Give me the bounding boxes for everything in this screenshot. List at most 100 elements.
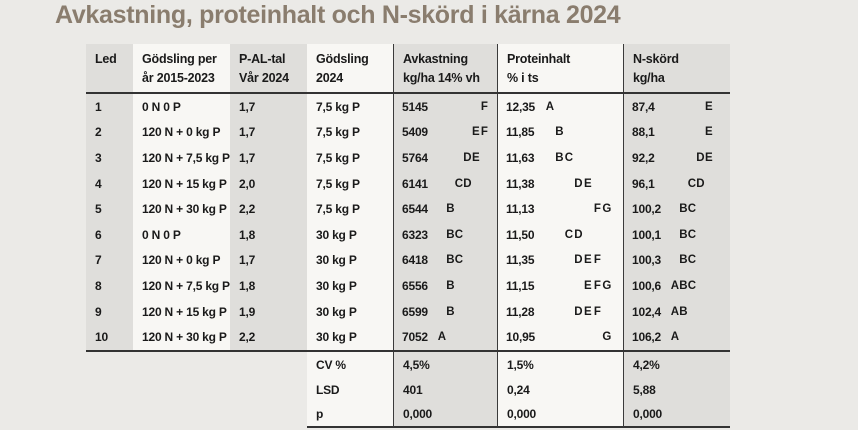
col-header-led: Led <box>86 44 133 92</box>
sig-slot-a <box>671 254 680 266</box>
sig-slot-e: E <box>584 305 592 318</box>
sig-slot-a <box>545 254 555 266</box>
sig-slot-e <box>705 229 714 241</box>
cell-led: 8 <box>86 273 133 299</box>
table-row: 4 120 N + 15 kg P 2,0 7,5 kg P 6141 C D 11,38 D E… <box>86 170 730 197</box>
sig-slot-d: D <box>574 177 583 190</box>
significance-letters: B <box>545 126 612 138</box>
cell-treatment: 0 N 0 P <box>133 94 230 120</box>
sig-slot-b: B <box>679 203 688 216</box>
significance-letters: G <box>545 331 612 343</box>
col-header-pal-tal: P-AL-tal Vår 2024 <box>230 44 307 92</box>
sig-slot-a <box>438 152 447 164</box>
table-row: 5 120 N + 30 kg P 2,2 7,5 kg P 6544 B 11,13 F G 1… <box>86 196 730 222</box>
sig-slot-d <box>463 203 472 215</box>
cell-treatment: 120 N + 30 kg P <box>133 196 230 222</box>
sig-slot-a: A <box>670 331 679 344</box>
cell-proteinhalt: 11,28 D E F <box>497 298 623 325</box>
sig-slot-c <box>455 126 464 138</box>
sig-slot-f: F <box>480 126 488 139</box>
table-row: 10 120 N + 30 kg P 2,2 30 kg P 7052 A 10,95 G 10… <box>86 324 730 350</box>
sig-slot-d <box>574 101 584 113</box>
sig-slot-d <box>463 229 472 241</box>
table-header-row: Led Gödsling per år 2015-2023 P-AL-tal V… <box>86 44 730 94</box>
sig-slot-c <box>688 331 697 343</box>
table-footer: CV % 4,5% 1,5% 4,2% LSD 401 0,24 5,88 p 0,000 0,00… <box>86 351 730 428</box>
cell-nskord-stat: 0,000 <box>623 402 730 428</box>
cell-stat-label: CV % <box>307 351 393 378</box>
sig-slot-a <box>545 203 555 215</box>
sig-slot-f <box>593 178 603 190</box>
sig-slot-e <box>705 203 714 215</box>
sig-slot-c <box>455 101 464 113</box>
cell-avkastning-stat: 401 <box>393 377 497 403</box>
sig-slot-g <box>722 203 731 215</box>
cell-led: 9 <box>86 298 133 325</box>
col-header-proteinhalt-line1: Proteinhalt <box>507 52 571 66</box>
sig-slot-b: B <box>446 228 455 241</box>
stat-value: 5764 <box>402 150 428 165</box>
sig-slot-e <box>472 178 481 190</box>
cell-dose-2024: 30 kg P <box>307 273 393 299</box>
cell-avkastning: 6544 B <box>393 196 497 222</box>
sig-slot-f <box>713 126 722 138</box>
col-header-godsling-2024-line1: Gödsling <box>316 52 369 66</box>
cell-avkastning-stat: 0,000 <box>393 402 497 428</box>
sig-slot-c <box>564 178 574 190</box>
col-header-godsling-per-ar-line2: år 2015-2023 <box>142 71 215 85</box>
sig-slot-d <box>696 331 705 343</box>
cell-led: 4 <box>86 170 133 197</box>
sig-slot-a <box>545 178 555 190</box>
sig-slot-e <box>472 254 481 266</box>
col-header-proteinhalt: Proteinhalt % i ts <box>497 44 623 92</box>
sig-slot-b: B <box>446 254 455 267</box>
cell-dose-2024: 30 kg P <box>307 247 393 274</box>
sig-slot-c <box>564 126 574 138</box>
cell-nskord-stat: 4,2% <box>623 351 730 378</box>
col-header-godsling-per-ar-line1: Gödsling per <box>142 52 217 66</box>
cell-pal-value: 2,0 <box>230 170 307 197</box>
col-header-nskord: N-skörd kg/ha <box>623 44 730 92</box>
stat-value: 5145 <box>402 99 428 114</box>
cell-proteinhalt: 11,15 E F G <box>497 273 623 299</box>
sig-slot-e: E <box>584 254 592 267</box>
cell-pal-value: 2,2 <box>230 324 307 350</box>
sig-slot-g <box>722 126 731 138</box>
cell-proteinhalt: 11,85 B <box>497 119 623 146</box>
sig-slot-a <box>671 203 680 215</box>
sig-slot-c: C <box>454 254 463 267</box>
sig-slot-f <box>480 229 489 241</box>
sig-slot-f: F <box>593 203 601 216</box>
sig-slot-c <box>564 254 574 266</box>
sig-slot-e <box>583 229 593 241</box>
sig-slot-e <box>705 306 714 318</box>
sig-slot-a <box>438 306 447 318</box>
sig-slot-a: A <box>545 100 554 113</box>
sig-slot-e <box>472 203 481 215</box>
sig-slot-f <box>713 178 722 190</box>
sig-slot-f <box>593 229 603 241</box>
cell-nskord: 87,4 E <box>623 94 730 120</box>
significance-letters: A <box>545 101 612 113</box>
sig-slot-e: E <box>472 126 480 139</box>
sig-slot-b <box>555 254 565 266</box>
sig-slot-a <box>438 229 447 241</box>
cell-pal-value: 1,7 <box>230 94 307 120</box>
sig-slot-d: D <box>463 151 472 164</box>
sig-slot-g <box>489 152 498 164</box>
significance-letters: E <box>671 126 731 138</box>
significance-letters: F <box>438 101 498 113</box>
sig-slot-a <box>438 126 447 138</box>
sig-slot-b <box>555 178 565 190</box>
stat-value: 11,13 <box>506 202 535 217</box>
stat-value: 6418 <box>402 253 428 268</box>
stat-value: 7052 <box>402 330 428 345</box>
cell-treatment: 120 N + 7,5 kg P <box>133 145 230 171</box>
sig-slot-a <box>545 229 555 241</box>
sig-slot-c <box>455 152 464 164</box>
